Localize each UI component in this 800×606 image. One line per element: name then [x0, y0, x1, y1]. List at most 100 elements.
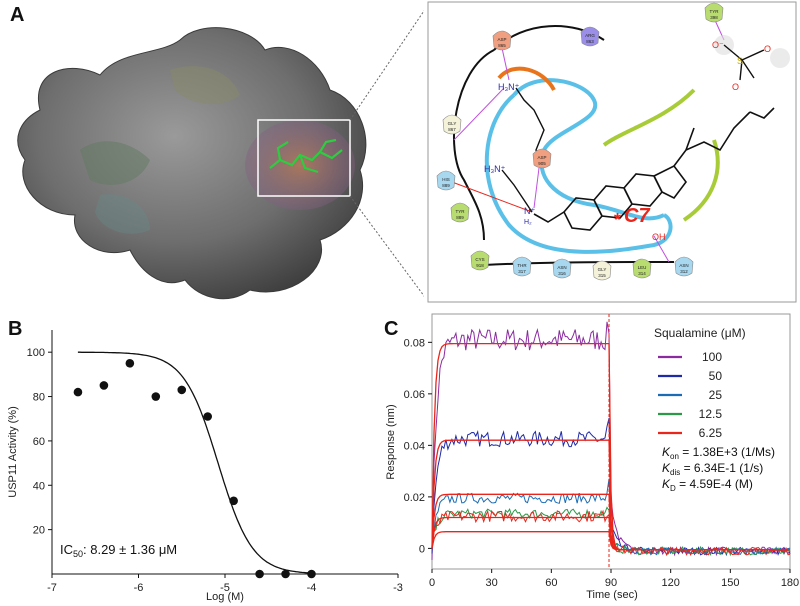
c-legend-label: 50 [709, 369, 723, 383]
c-y-axis-label: Response (nm) [385, 404, 397, 479]
sulfur-label: S [737, 56, 743, 66]
salt-bridge-line [451, 181, 533, 213]
c-legend-label: 6.25 [699, 426, 723, 440]
b-y-tick-label: 80 [33, 392, 45, 404]
b-x-tick-label: -4 [307, 582, 317, 594]
residue-number: 889 [442, 183, 450, 188]
c-x-tick-label: 30 [486, 577, 498, 589]
c-x-tick-label: 0 [429, 577, 435, 589]
panel-label-b: B [8, 318, 23, 340]
residue-number: 316 [558, 271, 566, 276]
oxygen-label-2: O [764, 44, 771, 54]
hydroxyl-label: OH [652, 232, 666, 242]
c7-star: * [614, 210, 621, 230]
c-x-tick-label: 150 [721, 577, 739, 589]
c-y-ticks: 0 0.02 0.04 0.06 0.08 [404, 337, 432, 555]
b-y-tick-label: 100 [27, 347, 45, 359]
pocket-contour-orange [497, 66, 556, 92]
c-x-axis-label: Time (sec) [586, 589, 638, 601]
ammonium-label-2: H₃N⁺ [484, 164, 506, 174]
residue-number: 865 [498, 43, 506, 48]
b-y-axis-label: USP11 Activity (%) [7, 406, 19, 498]
residue-number: 398 [710, 15, 718, 20]
residue-name: TYR [710, 9, 720, 14]
c-legend-label: 25 [709, 388, 723, 402]
b-x-tick-label: -3 [393, 582, 403, 594]
residue-name: CYS [475, 257, 484, 262]
residue-number: 889 [456, 215, 464, 220]
b-data-point [177, 385, 187, 395]
c-kinetic-constant: KD = 4.59E-4 (M) [662, 477, 753, 493]
zoom-box [257, 119, 351, 197]
c-y-tick-label: 0.04 [404, 440, 425, 452]
b-x-tick-label: -7 [47, 582, 57, 594]
b-y-tick-label: 60 [33, 436, 45, 448]
residue-name: ASP [537, 155, 546, 160]
residue-name: ARG [585, 33, 595, 38]
usp11-inhibition-chart: 20 40 60 80 100 -7 -6 -5 -4 -3 Log (M) USP11 Act… [7, 330, 403, 603]
residue-number: 905 [538, 161, 546, 166]
squalamine-binding-chart: 0 0.02 0.04 0.06 0.08 0 30 60 90 120 150 180 Squal… [385, 313, 799, 601]
c-y-tick-label: 0.02 [404, 492, 425, 504]
residue-number: 863 [586, 39, 594, 44]
b-data-points [73, 358, 316, 579]
residue-name: HIS [442, 177, 450, 182]
protein-surface [17, 27, 367, 300]
panel-label-c: C [384, 318, 399, 340]
residue-number: 314 [638, 271, 646, 276]
c-fit-6-25 [431, 531, 790, 551]
c-x-tick-label: 180 [781, 577, 799, 589]
c-fit-curves [431, 342, 790, 551]
c-legend: 100 50 25 12.5 6.25 [658, 350, 722, 440]
b-data-point [255, 569, 264, 579]
c-y-tick-label: 0 [419, 543, 425, 555]
protein-surface-image [17, 9, 424, 300]
b-ic50-annotation: IC50: 8.29 ± 1.36 μM [60, 542, 177, 559]
b-data-point [73, 387, 83, 397]
b-data-point [99, 381, 109, 390]
c-kinetic-constant: Kon = 1.38E+3 (1/Ms) [662, 445, 775, 461]
residue-name: THR [517, 263, 527, 268]
c-x-tick-label: 120 [661, 577, 679, 589]
b-data-point [281, 569, 290, 579]
panel-label-a: A [10, 4, 25, 26]
residue-name: GLY [598, 267, 607, 272]
b-data-point [307, 569, 316, 579]
ammonium-label-1: H₃N⁺ [498, 82, 520, 92]
c-x-tick-label: 60 [545, 577, 557, 589]
c-legend-title: Squalamine (μM) [654, 326, 746, 340]
residue-number: 315 [598, 273, 606, 278]
oxygen-label-3: O [732, 82, 739, 92]
c-x-ticks: 0 30 60 90 120 150 180 [429, 569, 799, 589]
oxygen-label-1: O⁻ [712, 40, 724, 50]
amine-label: N⁺ [524, 206, 535, 216]
residue-number: 312 [680, 269, 688, 274]
residue-name: ASN [557, 265, 566, 270]
amine-sub-label: H₂ [524, 219, 532, 226]
residue-name: ASN [679, 263, 688, 268]
residue-number: 317 [518, 269, 526, 274]
b-data-point [229, 496, 238, 506]
zoom-connector-top [349, 9, 424, 121]
c-kinetic-constant: Kdis = 6.34E-1 (1/s) [662, 461, 763, 477]
residue-number: 867 [448, 127, 456, 132]
b-x-tick-label: -6 [134, 582, 144, 594]
steroid-core [533, 107, 775, 231]
b-x-tick-label: -5 [220, 582, 230, 594]
residue-nodes: ASP865ARG863TYR398GLY867HIS889TYR889ASP9… [436, 2, 724, 281]
b-y-tick-label: 40 [33, 480, 45, 492]
c-x-tick-label: 90 [605, 577, 617, 589]
ligand-sticks [269, 138, 343, 174]
sulfate-group: S O⁻ O O [712, 35, 790, 92]
